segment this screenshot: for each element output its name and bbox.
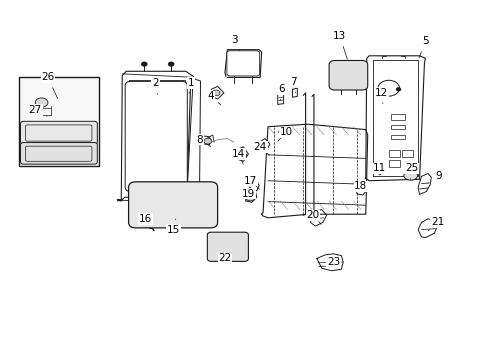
Ellipse shape [403, 171, 417, 180]
Text: 27: 27 [28, 105, 42, 115]
FancyBboxPatch shape [25, 146, 92, 161]
Text: 7: 7 [289, 77, 296, 87]
FancyBboxPatch shape [207, 232, 248, 261]
Circle shape [212, 90, 220, 96]
Text: 18: 18 [353, 181, 367, 192]
Bar [390, 114, 404, 120]
Text: 9: 9 [435, 171, 442, 181]
Text: 17: 17 [243, 176, 257, 186]
Text: 23: 23 [326, 257, 340, 267]
Text: 19: 19 [241, 189, 255, 199]
Circle shape [203, 138, 211, 144]
Text: 25: 25 [404, 163, 418, 174]
FancyBboxPatch shape [20, 143, 97, 164]
Text: 12: 12 [374, 88, 387, 98]
Text: 10: 10 [279, 127, 292, 138]
Text: 21: 21 [430, 217, 444, 228]
Text: 4: 4 [207, 91, 214, 102]
FancyBboxPatch shape [328, 60, 367, 90]
Circle shape [377, 80, 399, 96]
Text: 1: 1 [187, 78, 194, 88]
Bar [388, 160, 399, 167]
Circle shape [168, 62, 174, 66]
Bar [390, 135, 404, 139]
Circle shape [141, 62, 147, 66]
Circle shape [35, 98, 48, 107]
Text: 16: 16 [139, 214, 152, 224]
Circle shape [238, 154, 243, 157]
Bar [388, 150, 399, 157]
Bar [19, 77, 99, 166]
Circle shape [234, 151, 246, 160]
Bar [401, 150, 412, 157]
Text: 2: 2 [152, 78, 159, 88]
FancyBboxPatch shape [20, 121, 97, 144]
Bar [390, 125, 404, 129]
FancyBboxPatch shape [128, 182, 217, 228]
Text: 5: 5 [421, 36, 428, 46]
Text: 15: 15 [166, 225, 180, 235]
Text: 24: 24 [253, 142, 266, 152]
FancyBboxPatch shape [226, 51, 259, 76]
Text: 11: 11 [371, 163, 385, 174]
Text: 20: 20 [306, 210, 319, 220]
FancyBboxPatch shape [25, 125, 92, 141]
FancyBboxPatch shape [125, 81, 187, 192]
Text: 13: 13 [332, 31, 346, 41]
Circle shape [278, 129, 285, 134]
Circle shape [395, 87, 400, 91]
Circle shape [245, 194, 255, 201]
Circle shape [372, 167, 381, 173]
Text: 6: 6 [277, 84, 284, 94]
Text: 3: 3 [231, 35, 238, 45]
Text: 8: 8 [196, 135, 203, 145]
Text: 14: 14 [231, 149, 245, 159]
Text: 26: 26 [41, 72, 55, 82]
Text: 22: 22 [218, 253, 231, 264]
